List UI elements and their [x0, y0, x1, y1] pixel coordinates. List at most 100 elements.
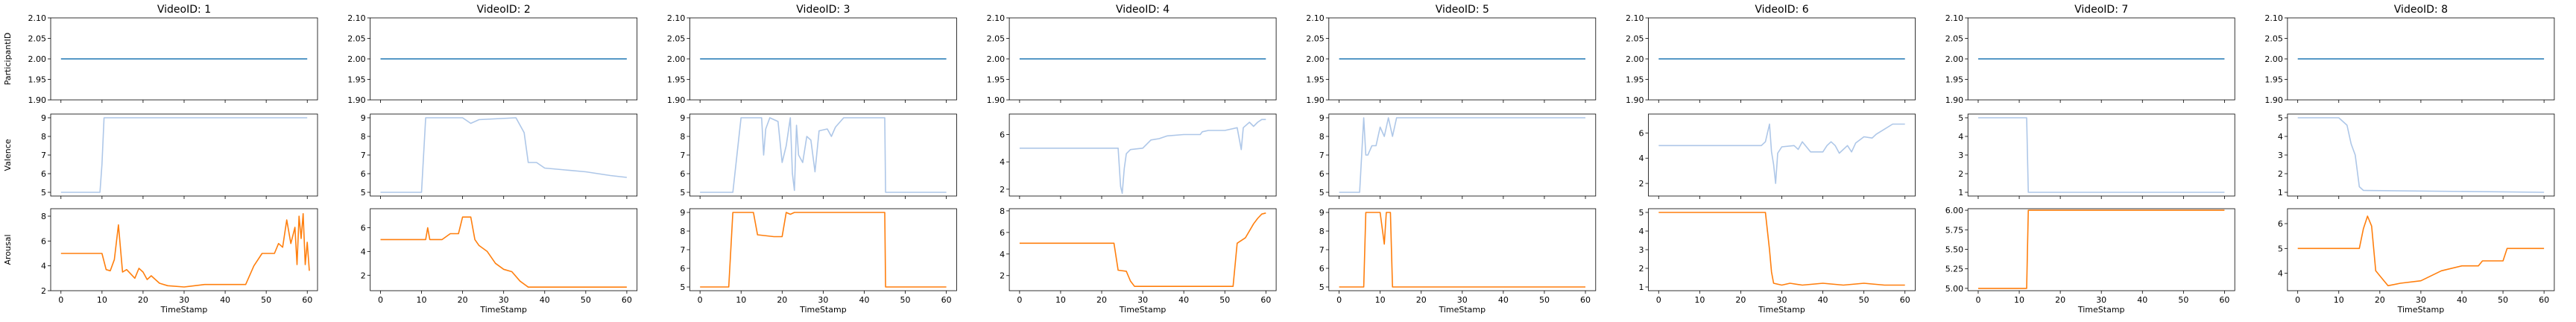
axes-frame-arousal-8	[2287, 208, 2555, 291]
y-tick-label-arousal-1: 8	[41, 212, 46, 221]
y-tick-label-arousal-6: 2	[1639, 264, 1644, 274]
series-line-arousal-1	[60, 212, 310, 288]
y-tick-label-valence-5: 6	[1319, 169, 1325, 179]
series-line-arousal-6	[1658, 212, 1905, 286]
y-tick-label-valence-8: 1	[2278, 188, 2283, 198]
x-tick-label-arousal-7: 30	[2096, 295, 2106, 305]
x-tick-label-arousal-6: 20	[1735, 295, 1746, 305]
y-tick-label-valence-1: 9	[41, 113, 46, 123]
y-tick-label-participantid-2: 2.10	[347, 13, 366, 23]
axes-frame-valence-4	[1008, 113, 1277, 197]
y-tick-label-arousal-3: 5	[680, 282, 685, 292]
y-tick-label-valence-3: 5	[680, 188, 685, 198]
x-tick-label-arousal-2: 50	[581, 295, 591, 305]
x-tick-label-arousal-7: 60	[2219, 295, 2229, 305]
series-line-valence-4	[1019, 119, 1266, 195]
y-tick-label-valence-4: 4	[1000, 157, 1005, 167]
x-tick-label-arousal-1: 60	[302, 295, 312, 305]
x-tick-label-arousal-2: 60	[622, 295, 632, 305]
y-tick-label-valence-7: 3	[1958, 151, 1963, 160]
x-tick-label-arousal-8: 40	[2457, 295, 2467, 305]
series-line-valence-3	[700, 117, 947, 193]
y-tick-label-arousal-5: 9	[1319, 208, 1325, 218]
y-tick-label-participantid-6: 1.90	[1626, 95, 1644, 105]
series-line-arousal-4	[1019, 212, 1266, 288]
panel-title-videoid-5: VideoID: 5	[1436, 4, 1489, 16]
y-tick-label-valence-7: 5	[1958, 113, 1963, 123]
y-tick-label-valence-3: 7	[680, 151, 685, 160]
y-tick-label-participantid-1: 2.05	[28, 34, 47, 44]
y-axis-label-arousal: Arousal	[3, 234, 13, 265]
series-line-valence-5	[1339, 117, 1585, 193]
x-tick-label-arousal-8: 0	[2295, 295, 2300, 305]
panel-title-videoid-8: VideoID: 8	[2394, 4, 2448, 16]
y-tick-label-participantid-3: 1.90	[667, 95, 686, 105]
y-tick-label-arousal-1: 6	[41, 236, 46, 246]
y-tick-label-arousal-5: 6	[1319, 264, 1325, 274]
y-tick-label-valence-3: 8	[680, 132, 685, 142]
x-tick-label-arousal-6: 10	[1694, 295, 1705, 305]
x-tick-label-arousal-3: 60	[941, 295, 952, 305]
panel-title-videoid-3: VideoID: 3	[796, 4, 850, 16]
y-tick-label-participantid-8: 1.90	[2264, 95, 2283, 105]
y-tick-label-arousal-5: 7	[1319, 245, 1325, 255]
y-tick-label-arousal-8: 6	[2278, 219, 2283, 229]
y-tick-label-participantid-8: 2.00	[2264, 54, 2283, 64]
x-tick-label-arousal-3: 20	[777, 295, 787, 305]
y-tick-label-arousal-1: 4	[41, 262, 46, 271]
y-tick-label-valence-2: 8	[361, 132, 366, 142]
y-tick-label-arousal-2: 2	[361, 271, 366, 280]
y-tick-label-arousal-4: 8	[1000, 206, 1005, 216]
x-tick-label-arousal-6: 60	[1900, 295, 1910, 305]
x-axis-label-8: TimeStamp	[2397, 305, 2445, 315]
y-tick-label-arousal-3: 6	[680, 264, 685, 274]
y-tick-label-valence-8: 2	[2278, 169, 2283, 179]
y-tick-label-participantid-3: 1.95	[667, 75, 686, 85]
axes-frame-valence-7	[1967, 113, 2235, 197]
x-tick-label-arousal-5: 0	[1336, 295, 1342, 305]
axes-frame-valence-8	[2287, 113, 2555, 197]
x-tick-label-arousal-6: 50	[1859, 295, 1869, 305]
x-tick-label-arousal-5: 10	[1375, 295, 1386, 305]
y-tick-label-participantid-3: 2.10	[667, 13, 686, 23]
x-tick-label-arousal-2: 0	[378, 295, 383, 305]
axes-frame-valence-5	[1328, 113, 1597, 197]
x-tick-label-arousal-4: 60	[1260, 295, 1271, 305]
series-line-valence-7	[1978, 117, 2225, 193]
y-tick-label-participantid-4: 2.05	[987, 34, 1006, 44]
y-tick-label-participantid-3: 2.05	[667, 34, 686, 44]
x-tick-label-arousal-6: 40	[1818, 295, 1828, 305]
y-tick-label-valence-5: 5	[1319, 188, 1325, 198]
x-tick-label-arousal-2: 30	[499, 295, 509, 305]
y-tick-label-participantid-8: 2.10	[2264, 13, 2283, 23]
y-tick-label-valence-2: 7	[361, 151, 366, 160]
axes-frame-arousal-5	[1328, 208, 1597, 291]
y-tick-label-participantid-2: 2.00	[347, 54, 366, 64]
axes-frame-arousal-7	[1967, 208, 2235, 291]
x-axis-label-4: TimeStamp	[1119, 305, 1167, 315]
x-axis-label-2: TimeStamp	[479, 305, 527, 315]
y-tick-label-valence-7: 1	[1958, 188, 1963, 198]
y-tick-label-valence-8: 3	[2278, 151, 2283, 160]
x-tick-label-arousal-8: 20	[2375, 295, 2385, 305]
x-tick-label-arousal-8: 50	[2498, 295, 2508, 305]
y-tick-label-valence-4: 2	[1000, 185, 1005, 195]
x-tick-label-arousal-4: 10	[1055, 295, 1066, 305]
x-axis-label-5: TimeStamp	[1438, 305, 1486, 315]
x-tick-label-arousal-1: 40	[220, 295, 230, 305]
y-tick-label-arousal-4: 4	[1000, 250, 1005, 259]
x-tick-label-arousal-8: 60	[2539, 295, 2549, 305]
y-tick-label-participantid-2: 2.05	[347, 34, 366, 44]
y-tick-label-valence-1: 6	[41, 169, 46, 179]
y-tick-label-arousal-6: 4	[1639, 227, 1644, 236]
x-tick-label-arousal-7: 40	[2137, 295, 2147, 305]
y-tick-label-participantid-1: 2.10	[28, 13, 47, 23]
x-tick-label-arousal-1: 30	[179, 295, 189, 305]
y-tick-label-participantid-1: 1.90	[28, 95, 47, 105]
y-tick-label-valence-3: 9	[680, 113, 685, 123]
x-axis-label-3: TimeStamp	[799, 305, 847, 315]
y-tick-label-participantid-2: 1.90	[347, 95, 366, 105]
x-tick-label-arousal-7: 0	[1975, 295, 1980, 305]
x-tick-label-arousal-7: 10	[2014, 295, 2024, 305]
panel-title-videoid-7: VideoID: 7	[2074, 4, 2128, 16]
